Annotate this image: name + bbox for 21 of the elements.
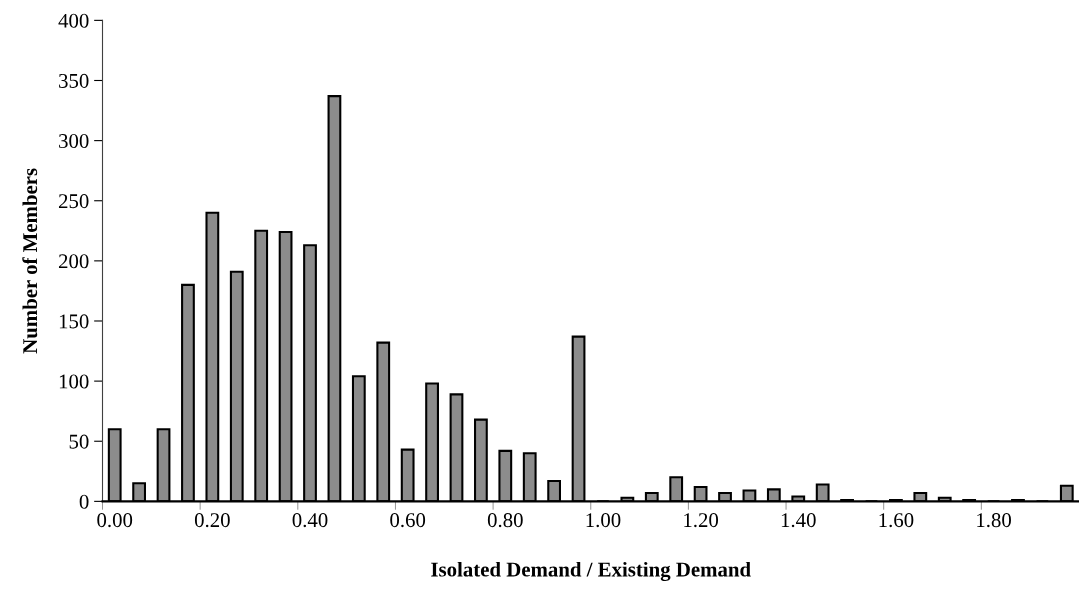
- x-tick-label: 0.80: [487, 513, 523, 528]
- y-tick-label: 0: [79, 494, 89, 509]
- x-tick-label: 0.40: [292, 513, 328, 528]
- y-tick-label: 50: [69, 434, 89, 449]
- x-tick-label: 1.40: [781, 513, 816, 528]
- x-tick-label: 0.60: [390, 513, 426, 528]
- x-tick-label: 1.00: [586, 513, 621, 528]
- x-axis-title: Isolated Demand / Existing Demand: [431, 561, 751, 581]
- x-tick-label: 1.80: [977, 513, 1011, 528]
- x-tick-label: 1.20: [684, 513, 719, 528]
- x-tick-label: 0.20: [194, 513, 230, 528]
- y-tick-label: 200: [58, 254, 89, 269]
- y-tick-label: 300: [59, 133, 89, 149]
- y-tick-label: 350: [59, 73, 89, 88]
- y-tick-label: 150: [59, 314, 89, 329]
- x-tick-label: 1.60: [879, 513, 914, 528]
- y-tick-label: 400: [58, 13, 89, 28]
- y-tick-label: 100: [59, 374, 89, 389]
- y-tick-label: 250: [58, 194, 89, 209]
- x-tick-label: 0.00: [97, 513, 133, 528]
- y-axis-title: Number of Members: [22, 168, 38, 354]
